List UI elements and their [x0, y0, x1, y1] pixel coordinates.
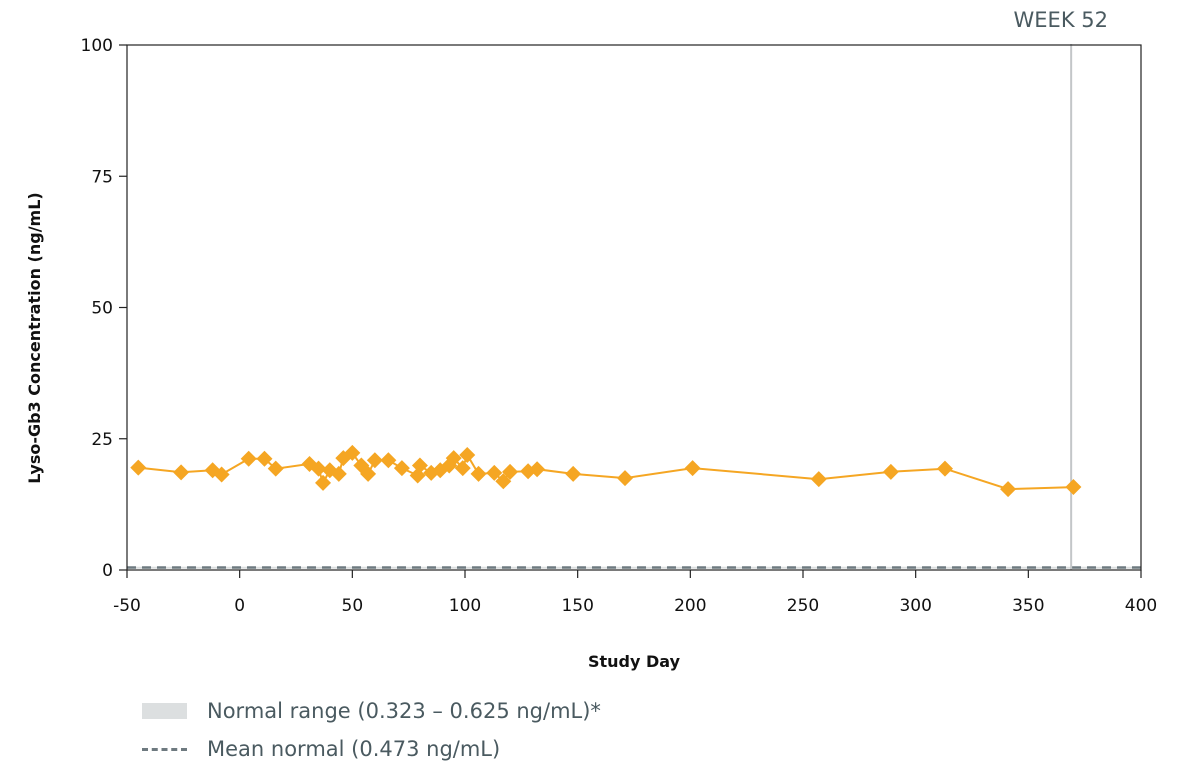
data-point — [393, 460, 410, 477]
x-tick-label: 400 — [1125, 596, 1157, 616]
x-tick-label: 50 — [342, 596, 364, 616]
week-52-label: WEEK 52 — [1014, 8, 1108, 32]
legend-item-normal-range: Normal range (0.323 – 0.625 ng/mL)* — [142, 692, 601, 730]
data-point — [315, 474, 332, 491]
x-tick-label: 150 — [561, 596, 593, 616]
legend: Normal range (0.323 – 0.625 ng/mL)* Mean… — [142, 692, 601, 768]
data-point — [502, 463, 519, 480]
y-tick-label: 50 — [91, 299, 113, 319]
x-tick-label: 0 — [234, 596, 245, 616]
data-point — [810, 471, 827, 488]
data-point — [240, 450, 257, 467]
data-point — [310, 460, 327, 477]
legend-swatch-mean-normal — [142, 747, 187, 751]
data-point — [470, 465, 487, 482]
x-tick-label: -50 — [113, 596, 141, 616]
data-point — [454, 460, 471, 477]
x-axis-title: Study Day — [588, 652, 681, 671]
x-tick-label: 200 — [674, 596, 706, 616]
data-point — [684, 460, 701, 477]
data-point — [459, 447, 476, 464]
data-point — [529, 461, 546, 478]
data-point — [173, 464, 190, 481]
normal-range-band — [127, 566, 1141, 569]
plot-frame — [126, 44, 1142, 571]
data-point — [1000, 481, 1017, 498]
data-point — [360, 465, 377, 482]
legend-label-normal-range: Normal range (0.323 – 0.625 ng/mL)* — [207, 699, 601, 723]
data-point — [330, 465, 347, 482]
data-point — [256, 450, 273, 467]
x-tick-label: 250 — [787, 596, 819, 616]
plot-area — [127, 44, 1141, 570]
data-point — [616, 470, 633, 487]
x-tick-label: 300 — [899, 596, 931, 616]
y-tick-label: 100 — [81, 36, 113, 56]
data-point — [486, 464, 503, 481]
data-point — [130, 459, 147, 476]
y-tick-label: 75 — [91, 167, 113, 187]
data-point — [411, 457, 428, 474]
data-point — [344, 444, 361, 461]
y-tick-label: 25 — [91, 430, 113, 450]
x-tick-label: 100 — [449, 596, 481, 616]
x-tick-label: 350 — [1012, 596, 1044, 616]
data-point — [213, 466, 230, 483]
data-point — [936, 460, 953, 477]
y-axis-title: Lyso-Gb3 Concentration (ng/mL) — [25, 192, 44, 483]
data-point — [882, 463, 899, 480]
data-point — [445, 450, 462, 467]
data-point — [267, 460, 284, 477]
data-point — [1065, 479, 1082, 496]
y-tick-label: 0 — [102, 561, 113, 581]
legend-label-mean-normal: Mean normal (0.473 ng/mL) — [207, 737, 501, 761]
legend-item-mean-normal: Mean normal (0.473 ng/mL) — [142, 730, 601, 768]
legend-swatch-normal-range — [142, 703, 187, 719]
data-point — [366, 452, 383, 469]
data-point — [495, 473, 512, 490]
data-point — [380, 452, 397, 469]
data-point — [565, 465, 582, 482]
